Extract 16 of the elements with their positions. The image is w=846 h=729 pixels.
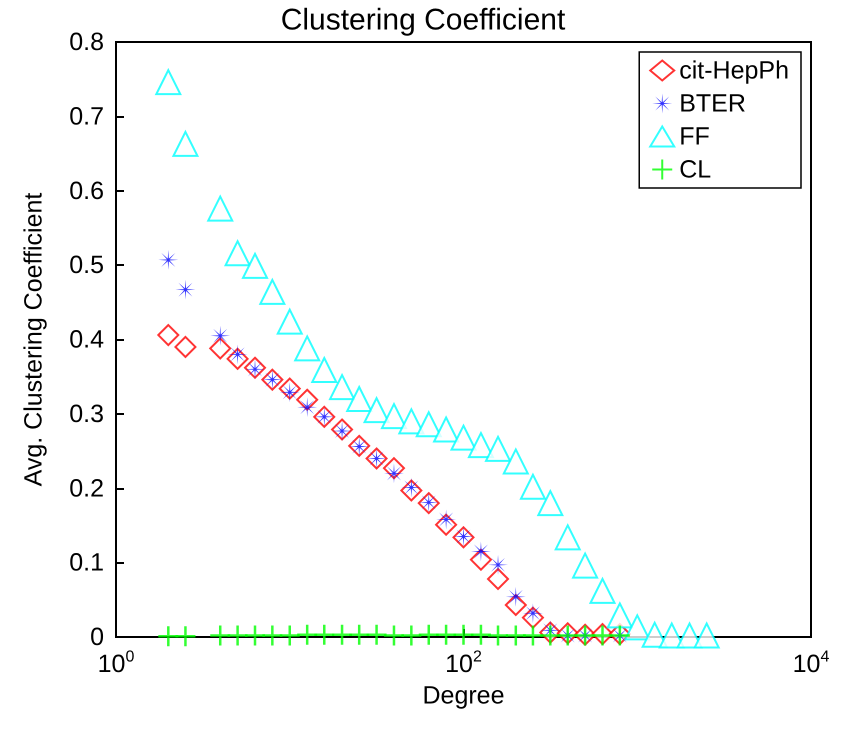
- y-tick-label: 0.5: [69, 251, 104, 280]
- legend-label: BTER: [679, 90, 746, 118]
- y-tick-label: 0: [90, 623, 104, 651]
- y-tick-label: 0.1: [69, 548, 104, 577]
- y-tick-label: 0.6: [69, 176, 104, 205]
- chart-title: Clustering Coefficient: [280, 4, 566, 36]
- y-tick-label: 0.7: [69, 102, 104, 130]
- y-tick-label: 0.3: [69, 400, 104, 428]
- y-tick-label: 0.2: [69, 474, 104, 502]
- legend-label: cit-HepPh: [679, 56, 789, 84]
- y-tick-label: 0.4: [69, 326, 104, 354]
- x-axis-title: Degree: [422, 682, 504, 710]
- y-tick-label: 0.8: [69, 28, 104, 56]
- y-axis-title: Avg. Clustering Coefficient: [20, 192, 48, 486]
- legend-label: CL: [679, 156, 712, 184]
- legend-label: FF: [679, 122, 710, 150]
